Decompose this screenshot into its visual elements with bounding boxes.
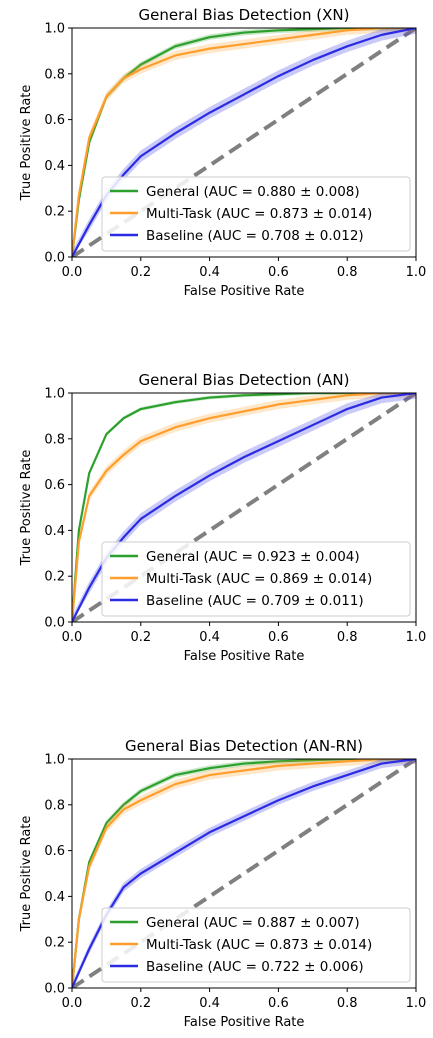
legend-entry-1: General (AUC = 0.923 ± 0.004) — [146, 549, 360, 565]
chart-panel-3: General Bias Detection (AN-RN) 0.0 0.2 0.4 0… — [19, 737, 426, 1030]
legend: General (AUC = 0.887 ± 0.007) Multi-Task … — [101, 907, 411, 983]
chart-panel-2: General Bias Detection (AN) 0.0 0.2 0.4 0.6 0… — [19, 371, 426, 664]
x-tick-label: 0.4 — [199, 996, 220, 1011]
x-tick-label: 0.8 — [337, 996, 358, 1011]
y-tick-label: 0.4 — [44, 159, 65, 174]
legend-box — [101, 176, 411, 252]
x-axis-label: False Positive Rate — [184, 649, 305, 664]
y-tick-label: 1.0 — [44, 753, 65, 768]
y-tick-label: 0.4 — [44, 890, 65, 905]
y-tick-label: 0.0 — [44, 251, 65, 266]
y-tick-label: 0.2 — [44, 570, 65, 585]
legend: General (AUC = 0.880 ± 0.008) Multi-Task … — [101, 176, 411, 252]
chart-title: General Bias Detection (XN) — [139, 6, 350, 24]
x-tick-label: 0.0 — [62, 265, 83, 280]
chart-panel-1: General Bias Detection (XN) 0.0 0.2 0.4 0.6 0… — [19, 6, 426, 299]
y-tick-label: 0.4 — [44, 524, 65, 539]
axes-frame — [71, 392, 417, 623]
legend-box — [101, 907, 411, 983]
x-tick-label: 0.0 — [62, 630, 83, 645]
y-tick-label: 1.0 — [44, 22, 65, 37]
x-tick-label: 0.4 — [199, 630, 220, 645]
x-tick-label: 1.0 — [406, 265, 427, 280]
x-tick-label: 0.2 — [130, 996, 151, 1011]
x-tick-label: 0.8 — [337, 265, 358, 280]
series-line-2 — [72, 28, 416, 257]
x-tick-label: 0.2 — [130, 265, 151, 280]
y-tick-label: 0.8 — [44, 432, 65, 447]
legend-entry-1: General (AUC = 0.887 ± 0.007) — [146, 915, 360, 931]
y-axis-label: True Positive Rate — [19, 450, 34, 567]
y-tick-label: 0.0 — [44, 616, 65, 631]
series-line-2 — [72, 393, 416, 622]
x-tick-label: 0.6 — [268, 996, 289, 1011]
series-line-1 — [72, 393, 416, 622]
y-tick-label: 0.6 — [44, 478, 65, 493]
y-tick-label: 0.0 — [44, 982, 65, 997]
y-tick-label: 1.0 — [44, 387, 65, 402]
legend-entry-1: General (AUC = 0.880 ± 0.008) — [146, 184, 360, 200]
legend-entry-2: Multi-Task (AUC = 0.873 ± 0.014) — [146, 206, 372, 222]
y-tick-label: 0.2 — [44, 205, 65, 220]
legend-entry-3: Baseline (AUC = 0.722 ± 0.006) — [146, 959, 364, 975]
legend-entry-2: Multi-Task (AUC = 0.869 ± 0.014) — [146, 571, 372, 587]
legend-entry-3: Baseline (AUC = 0.709 ± 0.011) — [146, 593, 364, 609]
axes-frame — [71, 27, 417, 258]
y-tick-label: 0.8 — [44, 798, 65, 813]
y-tick-label: 0.6 — [44, 844, 65, 859]
y-tick-label: 0.6 — [44, 113, 65, 128]
series-line-2 — [72, 759, 416, 988]
chart-title: General Bias Detection (AN-RN) — [125, 737, 363, 755]
legend-box — [101, 541, 411, 617]
y-tick-label: 0.8 — [44, 67, 65, 82]
chart-title: General Bias Detection (AN) — [139, 371, 350, 389]
y-tick-label: 0.2 — [44, 936, 65, 951]
x-tick-label: 0.6 — [268, 265, 289, 280]
x-axis-label: False Positive Rate — [184, 1015, 305, 1030]
x-tick-label: 0.4 — [199, 265, 220, 280]
legend-entry-3: Baseline (AUC = 0.708 ± 0.012) — [146, 228, 364, 244]
x-tick-label: 1.0 — [406, 630, 427, 645]
legend: General (AUC = 0.923 ± 0.004) Multi-Task … — [101, 541, 411, 617]
x-tick-label: 0.6 — [268, 630, 289, 645]
legend-entry-2: Multi-Task (AUC = 0.873 ± 0.014) — [146, 937, 372, 953]
x-tick-label: 0.0 — [62, 996, 83, 1011]
y-axis-label: True Positive Rate — [19, 816, 34, 933]
x-tick-label: 0.8 — [337, 630, 358, 645]
axes-frame — [71, 758, 417, 989]
x-axis-label: False Positive Rate — [184, 284, 305, 299]
y-axis-label: True Positive Rate — [19, 85, 34, 202]
x-tick-label: 0.2 — [130, 630, 151, 645]
x-tick-label: 1.0 — [406, 996, 427, 1011]
